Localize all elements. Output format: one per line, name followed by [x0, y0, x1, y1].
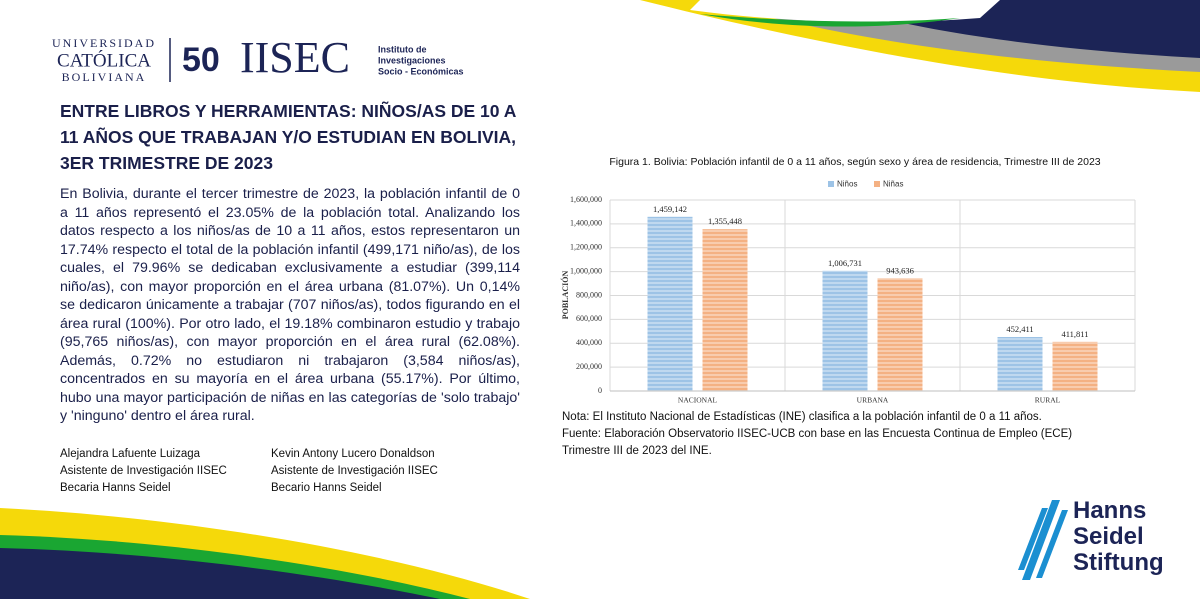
- y-tick-label: 1,600,000: [570, 195, 602, 204]
- value-label: 452,411: [1006, 324, 1033, 334]
- y-tick-label: 400,000: [576, 338, 602, 347]
- y-tick-label: 1,200,000: [570, 243, 602, 252]
- wave-navy: [0, 548, 440, 599]
- value-label: 1,006,731: [828, 258, 862, 268]
- chart: Figura 1. Bolivia: Población infantil de…: [560, 156, 1136, 405]
- university-name: UNIVERSIDAD: [52, 36, 156, 50]
- sponsor-line: Stiftung: [1073, 549, 1164, 576]
- author: Kevin Antony Lucero Donaldson Asistente …: [271, 446, 438, 497]
- author-line: Asistente de Investigación IISEC: [271, 465, 438, 477]
- body-text: En Bolivia, durante el tercer trimestre …: [60, 186, 520, 424]
- author-line: Asistente de Investigación IISEC: [60, 465, 227, 477]
- wave-white: [690, 0, 1000, 23]
- author-line: Alejandra Lafuente Luizaga: [60, 448, 201, 460]
- bar-texture: [647, 216, 693, 391]
- y-tick-label: 1,000,000: [570, 266, 602, 275]
- university-name: CATÓLICA: [57, 49, 151, 71]
- logo-stripe: [1018, 508, 1048, 570]
- value-label: 1,355,448: [708, 216, 742, 226]
- legend-label: Niños: [837, 180, 857, 189]
- value-label: 1,459,142: [653, 204, 687, 214]
- sponsor-name: Hanns Seidel Stiftung: [1073, 498, 1164, 576]
- x-tick-label: NACIONAL: [678, 396, 718, 405]
- author: Alejandra Lafuente Luizaga Asistente de …: [60, 446, 227, 497]
- institute-name: Socio - Económicas: [378, 66, 464, 76]
- y-tick-label: 1,400,000: [570, 219, 602, 228]
- note: Nota: El Instituto Nacional de Estadísti…: [562, 411, 1042, 423]
- x-tick-label: URBANA: [857, 396, 889, 405]
- institute-logo: IISEC: [240, 33, 350, 82]
- y-tick-label: 800,000: [576, 290, 602, 299]
- note: Fuente: Elaboración Observatorio IISEC-U…: [562, 428, 1073, 457]
- y-tick-label: 600,000: [576, 314, 602, 323]
- legend-label: Niñas: [883, 180, 903, 189]
- author-line: Kevin Antony Lucero Donaldson: [271, 448, 435, 460]
- author-line: Becaria Hanns Seidel: [60, 482, 171, 494]
- author-line: Becario Hanns Seidel: [271, 482, 382, 494]
- logo-stripe: [1022, 500, 1060, 580]
- wave-green: [700, 14, 960, 27]
- y-tick-label: 0: [598, 386, 602, 395]
- chart-title: Figura 1. Bolivia: Población infantil de…: [609, 156, 1100, 168]
- value-label: 411,811: [1062, 329, 1089, 339]
- legend-swatch: [874, 181, 880, 187]
- y-tick-label: 200,000: [576, 362, 602, 371]
- bar-texture: [877, 278, 923, 391]
- bar-texture: [822, 270, 868, 391]
- university-name: BOLIVIANA: [62, 70, 147, 84]
- institute-mark: 50: [182, 41, 220, 79]
- legend-swatch: [828, 181, 834, 187]
- title: ENTRE LIBROS Y HERRAMIENTAS: NIÑOS/AS DE…: [60, 101, 517, 173]
- institute-name: Investigaciones: [378, 55, 446, 65]
- logo-stripe: [1036, 510, 1068, 578]
- bar-texture: [997, 336, 1043, 391]
- sponsor-logo: [1018, 500, 1068, 580]
- sponsor-line: Seidel: [1073, 523, 1144, 550]
- y-axis-label: POBLACIÓN: [560, 271, 570, 320]
- institute-name: Instituto de: [378, 44, 427, 54]
- value-label: 943,636: [886, 265, 914, 275]
- x-tick-label: RURAL: [1035, 396, 1061, 405]
- header-logos: UNIVERSIDAD CATÓLICA BOLIVIANA 50 IISEC …: [52, 33, 464, 84]
- bar-texture: [1052, 341, 1098, 391]
- sponsor-line: Hanns: [1073, 497, 1147, 524]
- bar-texture: [702, 229, 748, 391]
